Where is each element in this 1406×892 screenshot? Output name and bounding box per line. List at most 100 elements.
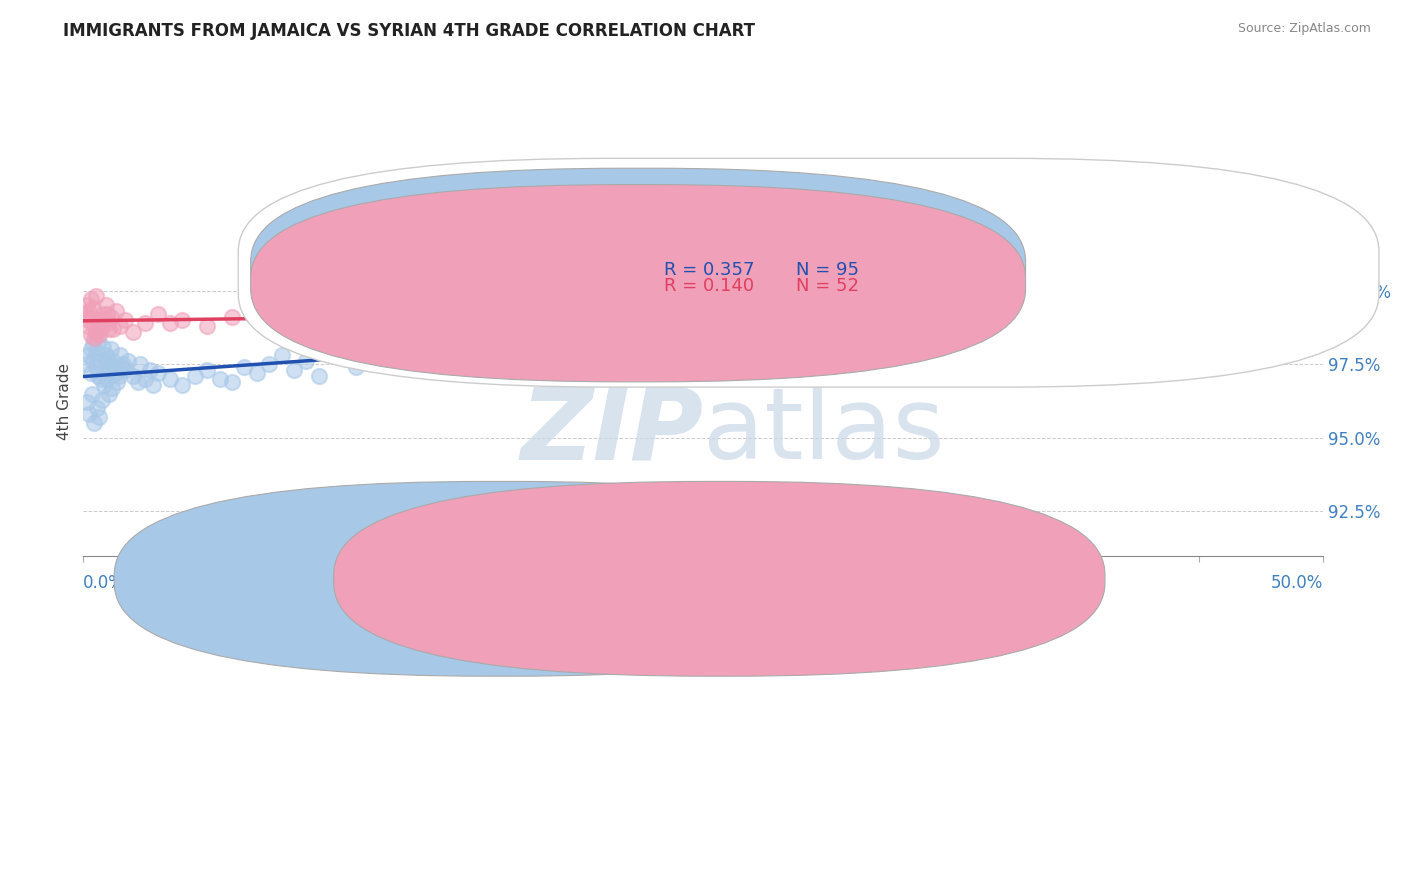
Point [80, 293, 103, 307]
Point [142, 377, 165, 392]
Point [519, 313, 541, 327]
Point [84, 289, 107, 303]
Point [246, 366, 269, 380]
Text: N = 52: N = 52 [796, 277, 859, 295]
Text: Syrians: Syrians [741, 574, 797, 589]
Point [815, 304, 838, 318]
Point [195, 363, 218, 377]
Point [76, 395, 98, 409]
Point [468, 322, 491, 336]
Point [77, 318, 100, 333]
Point [97, 316, 120, 330]
FancyBboxPatch shape [250, 169, 1025, 366]
Point [692, 313, 714, 327]
Point [111, 360, 134, 375]
Text: R = 0.140: R = 0.140 [664, 277, 754, 295]
Point [259, 357, 281, 371]
Point [741, 307, 763, 321]
Point [1263, 286, 1285, 301]
Point [1114, 295, 1136, 310]
Point [1237, 293, 1260, 307]
Point [134, 372, 156, 386]
Point [246, 304, 269, 318]
Point [86, 401, 108, 416]
Point [543, 366, 565, 380]
Point [80, 327, 103, 342]
Point [766, 318, 789, 333]
Point [208, 372, 231, 386]
Point [321, 307, 343, 321]
Point [91, 340, 114, 354]
Point [100, 343, 122, 357]
Point [94, 357, 117, 371]
Point [370, 351, 392, 366]
Point [122, 369, 145, 384]
Point [568, 316, 591, 330]
Text: ZIP: ZIP [520, 384, 703, 481]
Point [146, 307, 169, 321]
Point [617, 327, 640, 342]
Point [97, 363, 120, 377]
Point [127, 375, 149, 389]
Point [395, 318, 418, 333]
Point [90, 354, 112, 368]
Point [965, 301, 987, 316]
Point [1299, 284, 1322, 298]
Point [159, 372, 181, 386]
Point [103, 366, 125, 380]
Point [468, 340, 491, 354]
Point [221, 310, 243, 324]
Point [114, 313, 136, 327]
Point [79, 304, 101, 318]
Point [295, 313, 318, 327]
Point [100, 310, 122, 324]
Point [97, 351, 120, 366]
Point [105, 375, 128, 389]
Point [321, 345, 343, 359]
Point [110, 318, 132, 333]
Point [80, 366, 103, 380]
Point [295, 354, 318, 368]
Point [866, 298, 889, 312]
Point [111, 357, 134, 371]
Point [101, 322, 124, 336]
Point [233, 360, 256, 375]
Point [122, 325, 145, 339]
Text: Immigrants from Jamaica: Immigrants from Jamaica [520, 574, 713, 589]
Point [110, 348, 132, 362]
Point [444, 304, 467, 318]
Point [344, 360, 367, 375]
Point [593, 336, 616, 351]
Text: atlas: atlas [703, 384, 945, 481]
Point [87, 369, 110, 384]
Point [91, 307, 114, 321]
Point [83, 416, 105, 430]
Point [84, 345, 107, 359]
Point [83, 331, 105, 345]
Point [89, 410, 111, 425]
Point [915, 289, 938, 303]
Point [101, 381, 124, 395]
Point [139, 363, 162, 377]
Point [90, 372, 112, 386]
Text: N = 95: N = 95 [796, 261, 859, 279]
Point [195, 318, 218, 333]
Point [117, 354, 139, 368]
Text: 50.0%: 50.0% [1271, 574, 1323, 592]
Point [84, 327, 107, 342]
Point [283, 363, 305, 377]
Point [84, 325, 107, 339]
Point [79, 407, 101, 421]
Point [344, 316, 367, 330]
Point [96, 307, 118, 321]
Point [395, 343, 418, 357]
Point [643, 343, 665, 357]
Point [692, 295, 714, 310]
Point [82, 336, 104, 351]
Point [75, 307, 97, 321]
Point [134, 316, 156, 330]
FancyBboxPatch shape [238, 158, 1379, 387]
Point [90, 318, 112, 333]
Point [270, 322, 292, 336]
Point [494, 298, 516, 312]
